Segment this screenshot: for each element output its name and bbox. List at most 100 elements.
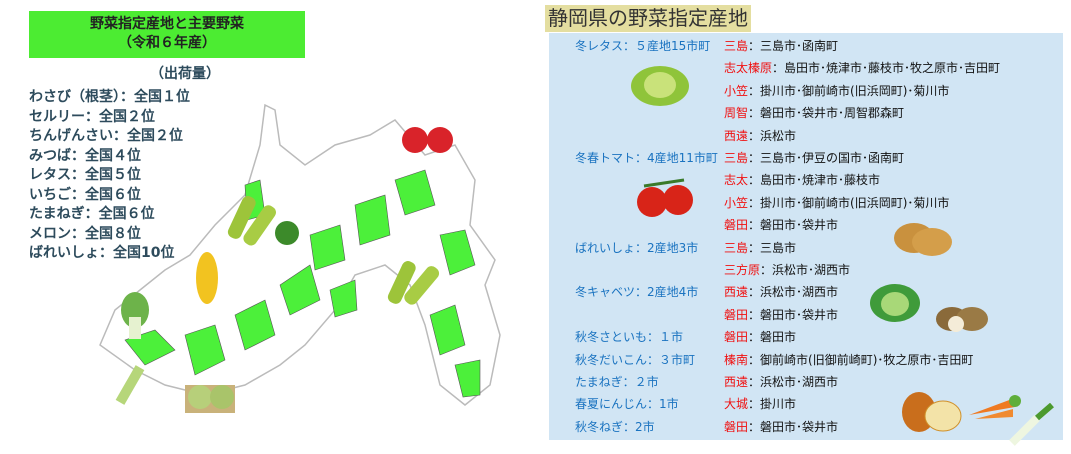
area-cities: ：浜松市 xyxy=(748,128,797,143)
area-patch xyxy=(234,299,276,351)
production-area-row: 三島：三島市･伊豆の国市･函南町 xyxy=(724,149,904,166)
production-area-row: 志太：島田市･焼津市･藤枝市 xyxy=(724,171,880,188)
production-area-row: 三方原：浜松市･湖西市 xyxy=(724,261,850,278)
area-cities: ：三島市･伊豆の国市･函南町 xyxy=(748,151,905,165)
unit-label: （出荷量） xyxy=(150,66,220,82)
taro-icon xyxy=(936,307,988,332)
shizuoka-map xyxy=(99,103,501,413)
production-area-row: 榛南：御前崎市(旧御前崎町)･牧之原市･吉田町 xyxy=(724,351,973,368)
area-cities: ：磐田市 xyxy=(748,330,797,345)
area-patch xyxy=(184,324,226,376)
production-area-row: 小笠：掛川市･御前崎市(旧浜岡町)･菊川市 xyxy=(724,194,949,211)
crop-category: 冬レタス：５産地15市町 xyxy=(575,39,711,53)
ranking-item: ばれいしょ：全国10位 xyxy=(29,245,175,261)
production-area-row: 大城：掛川市 xyxy=(724,395,796,412)
production-area-row: 西遠：浜松市･湖西市 xyxy=(724,283,838,300)
crop-category: 秋冬ねぎ：2市 xyxy=(575,419,655,434)
area-patch xyxy=(454,359,481,398)
ranking-item: わさび（根茎）：全国１位 xyxy=(29,89,190,105)
leek-icon xyxy=(1009,403,1054,446)
crop-category: 冬キャベツ：2産地4市 xyxy=(575,285,699,300)
crop-category: 秋冬だいこん：３市町 xyxy=(575,352,696,367)
left-title-box: 野菜指定産地と主要野菜 （令和６年産） xyxy=(29,11,305,58)
area-patch xyxy=(329,279,358,318)
cabbage-icon xyxy=(870,284,920,322)
area-cities: ：掛川市･御前崎市(旧浜岡町)･菊川市 xyxy=(748,83,950,98)
crop-category: ばれいしょ：2産地3市 xyxy=(575,240,699,255)
left-subtitle: （令和６年産） xyxy=(118,35,216,51)
area-name: 周智 xyxy=(724,106,749,121)
area-name: 西遠 xyxy=(724,285,749,300)
crop-category: 秋冬さといも：１市 xyxy=(575,330,684,345)
area-cities: ：島田市･焼津市･藤枝市･牧之原市･吉田町 xyxy=(772,61,1001,76)
ranking-item: ちんげんさい：全国２位 xyxy=(29,128,183,144)
ranking-item: みつば：全国４位 xyxy=(29,147,141,164)
area-cities: ：御前崎市(旧御前崎町)･牧之原市･吉田町 xyxy=(748,352,974,367)
area-patch xyxy=(309,224,346,271)
area-name: 小笠 xyxy=(724,83,749,98)
strawberry-icon xyxy=(402,127,453,153)
crop-category: 春夏にんじん：1市 xyxy=(575,397,679,412)
area-cities: ：三島市 xyxy=(748,240,797,255)
production-area-row: 西遠：浜松市 xyxy=(724,127,796,144)
area-name: 磐田 xyxy=(724,330,749,345)
area-name: 磐田 xyxy=(724,419,749,434)
wasabi-icon xyxy=(227,196,299,246)
ranking-item: セルリー：全国２位 xyxy=(29,108,155,125)
area-name: 磐田 xyxy=(724,307,749,322)
area-cities: ：掛川市 xyxy=(748,397,797,412)
area-patch xyxy=(439,229,476,276)
onion-icon xyxy=(902,392,962,432)
area-cities: ：浜松市･湖西市 xyxy=(748,375,839,389)
area-name: 磐田 xyxy=(724,218,749,233)
ranking-item: いちご：全国６位 xyxy=(29,186,141,203)
area-cities: ：磐田市･袋井市 xyxy=(748,307,839,322)
area-cities: ：磐田市･袋井市･周智郡森町 xyxy=(748,106,905,121)
area-cities: ：浜松市･湖西市 xyxy=(760,263,851,277)
area-cities: ：島田市･焼津市･藤枝市 xyxy=(748,173,881,188)
production-area-row: 磐田：磐田市･袋井市 xyxy=(724,306,838,323)
area-name: 三方原 xyxy=(724,263,761,277)
area-name: 小笠 xyxy=(724,195,749,210)
area-name: 大城 xyxy=(724,397,749,412)
production-area-row: 志太榛原：島田市･焼津市･藤枝市･牧之原市･吉田町 xyxy=(724,59,1000,76)
area-patch xyxy=(279,264,321,316)
carrot-icon xyxy=(969,395,1021,419)
designated-area-panel: 冬レタス：５産地15市町 三島：三島市･函南町 志太榛原：島田市･焼津市･藤枝市･牧… xyxy=(549,33,1063,446)
area-name: 三島 xyxy=(724,39,749,53)
area-name: 西遠 xyxy=(724,375,749,389)
area-name: 志太 xyxy=(724,173,749,188)
ranking-item: レタス：全国５位 xyxy=(29,167,141,183)
area-patch xyxy=(394,169,436,216)
ranking-item: メロン：全国８位 xyxy=(29,225,141,242)
production-area-row: 周智：磐田市･袋井市･周智郡森町 xyxy=(724,104,904,121)
melon-icon xyxy=(185,385,235,413)
area-patch xyxy=(354,194,391,246)
area-name: 榛南 xyxy=(724,352,749,367)
production-area-row: 磐田：磐田市･袋井市 xyxy=(724,216,838,233)
lettuce-icon xyxy=(631,66,689,106)
production-area-row: 西遠：浜松市･湖西市 xyxy=(724,373,838,390)
production-area-row: 磐田：磐田市･袋井市 xyxy=(724,418,838,435)
production-area-row: 三島：三島市 xyxy=(724,239,796,256)
area-patch xyxy=(429,304,466,356)
area-name: 志太榛原 xyxy=(724,61,773,76)
tomato-icon xyxy=(637,178,693,217)
crop-category: 冬春トマト：4産地11市町 xyxy=(575,151,718,165)
area-name: 西遠 xyxy=(724,128,749,143)
ranking-item: たまねぎ：全国６位 xyxy=(29,206,155,222)
area-cities: ：浜松市･湖西市 xyxy=(748,285,839,300)
area-name: 三島 xyxy=(724,151,749,165)
area-name: 三島 xyxy=(724,240,749,255)
production-area-row: 三島：三島市･函南町 xyxy=(724,37,838,54)
area-cities: ：掛川市･御前崎市(旧浜岡町)･菊川市 xyxy=(748,195,950,210)
area-cities: ：磐田市･袋井市 xyxy=(748,218,839,233)
left-title: 野菜指定産地と主要野菜 xyxy=(90,16,244,32)
potato-icon xyxy=(894,223,952,256)
right-title: 静岡県の野菜指定産地 xyxy=(545,5,751,32)
area-cities: ：磐田市･袋井市 xyxy=(748,419,839,434)
wasabi-icon xyxy=(387,261,440,305)
celery-icon xyxy=(115,365,145,405)
crop-category: たまねぎ：２市 xyxy=(575,375,659,389)
corn-icon xyxy=(196,252,218,304)
